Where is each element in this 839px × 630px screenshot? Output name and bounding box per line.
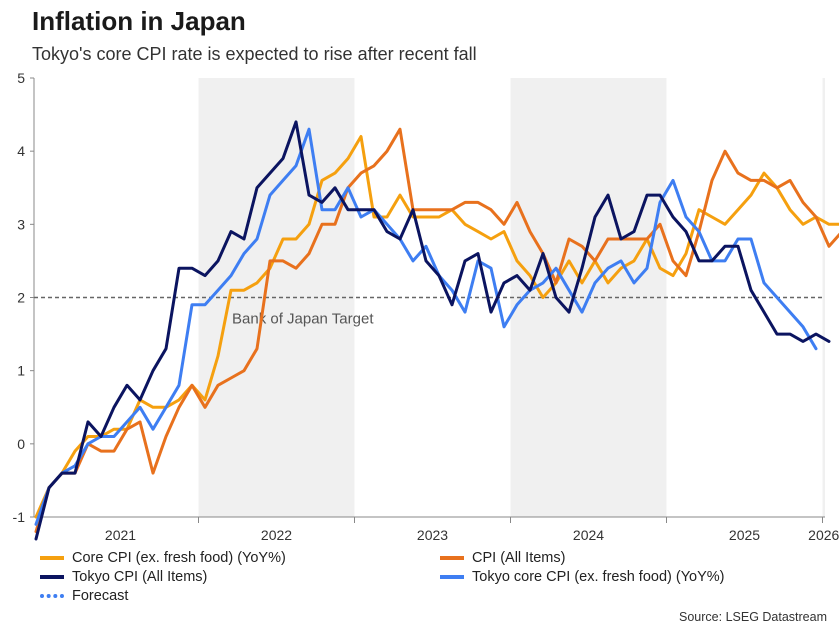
target-line-group: Bank of Japan Target (34, 296, 825, 328)
x-tick-label-2024: 2024 (573, 527, 604, 543)
y-tick-label: 1 (17, 363, 25, 379)
chart-subtitle: Tokyo's core CPI rate is expected to ris… (32, 44, 477, 64)
series-line-tokyo-core-cpi-ex-fresh-food-yoy (34, 127, 818, 526)
year-band-2026 (822, 78, 825, 517)
x-tick-label-2021: 2021 (105, 527, 136, 543)
legend-swatch (40, 575, 64, 579)
legend-item-cpi: CPI (All Items) (440, 550, 565, 566)
legend-swatch (40, 594, 64, 598)
legend-swatch (40, 556, 64, 560)
series-lines (34, 120, 839, 541)
legend-item-forecast: Forecast (40, 588, 128, 604)
target-line-label: Bank of Japan Target (232, 311, 374, 328)
source-note: Source: LSEG Datastream (679, 610, 827, 624)
legend-swatch (440, 575, 464, 579)
y-tick-label: 0 (17, 436, 25, 452)
y-tick-label: 4 (17, 143, 25, 159)
legend-swatch (440, 556, 464, 560)
legend-item-core-cpi: Core CPI (ex. fresh food) (YoY%) (40, 550, 286, 566)
x-tick-label-2025: 2025 (729, 527, 760, 543)
series-line-tokyo-cpi-all-items (34, 120, 831, 541)
legend-label: Forecast (72, 588, 129, 604)
legend-label: Tokyo core CPI (ex. fresh food) (YoY%) (472, 569, 725, 585)
line-chart: Bank of Japan Target 2021 2022 2023 2024 202… (13, 70, 839, 543)
series-line-cpi-all-items (34, 127, 839, 534)
legend-label: Tokyo CPI (All Items) (72, 569, 208, 585)
legend-label: CPI (All Items) (472, 550, 566, 566)
y-tick-label: 5 (17, 70, 25, 86)
y-tick-label: 3 (17, 216, 25, 232)
x-tick-label-2023: 2023 (417, 527, 448, 543)
axis-labels: 2021 2022 2023 2024 2025 2026 -1 0 1 2 3 4 5 (13, 70, 839, 543)
legend-item-tokyo-cpi: Tokyo CPI (All Items) (40, 569, 207, 585)
y-tick-label: 2 (17, 290, 25, 306)
chart-title: Inflation in Japan (32, 6, 246, 36)
x-tick-label-2026: 2026 (808, 527, 839, 543)
x-tick-label-2022: 2022 (261, 527, 292, 543)
y-tick-label: -1 (13, 509, 26, 525)
legend-item-tokyo-core-cpi: Tokyo core CPI (ex. fresh food) (YoY%) (440, 569, 725, 585)
legend-label: Core CPI (ex. fresh food) (YoY%) (72, 550, 286, 566)
